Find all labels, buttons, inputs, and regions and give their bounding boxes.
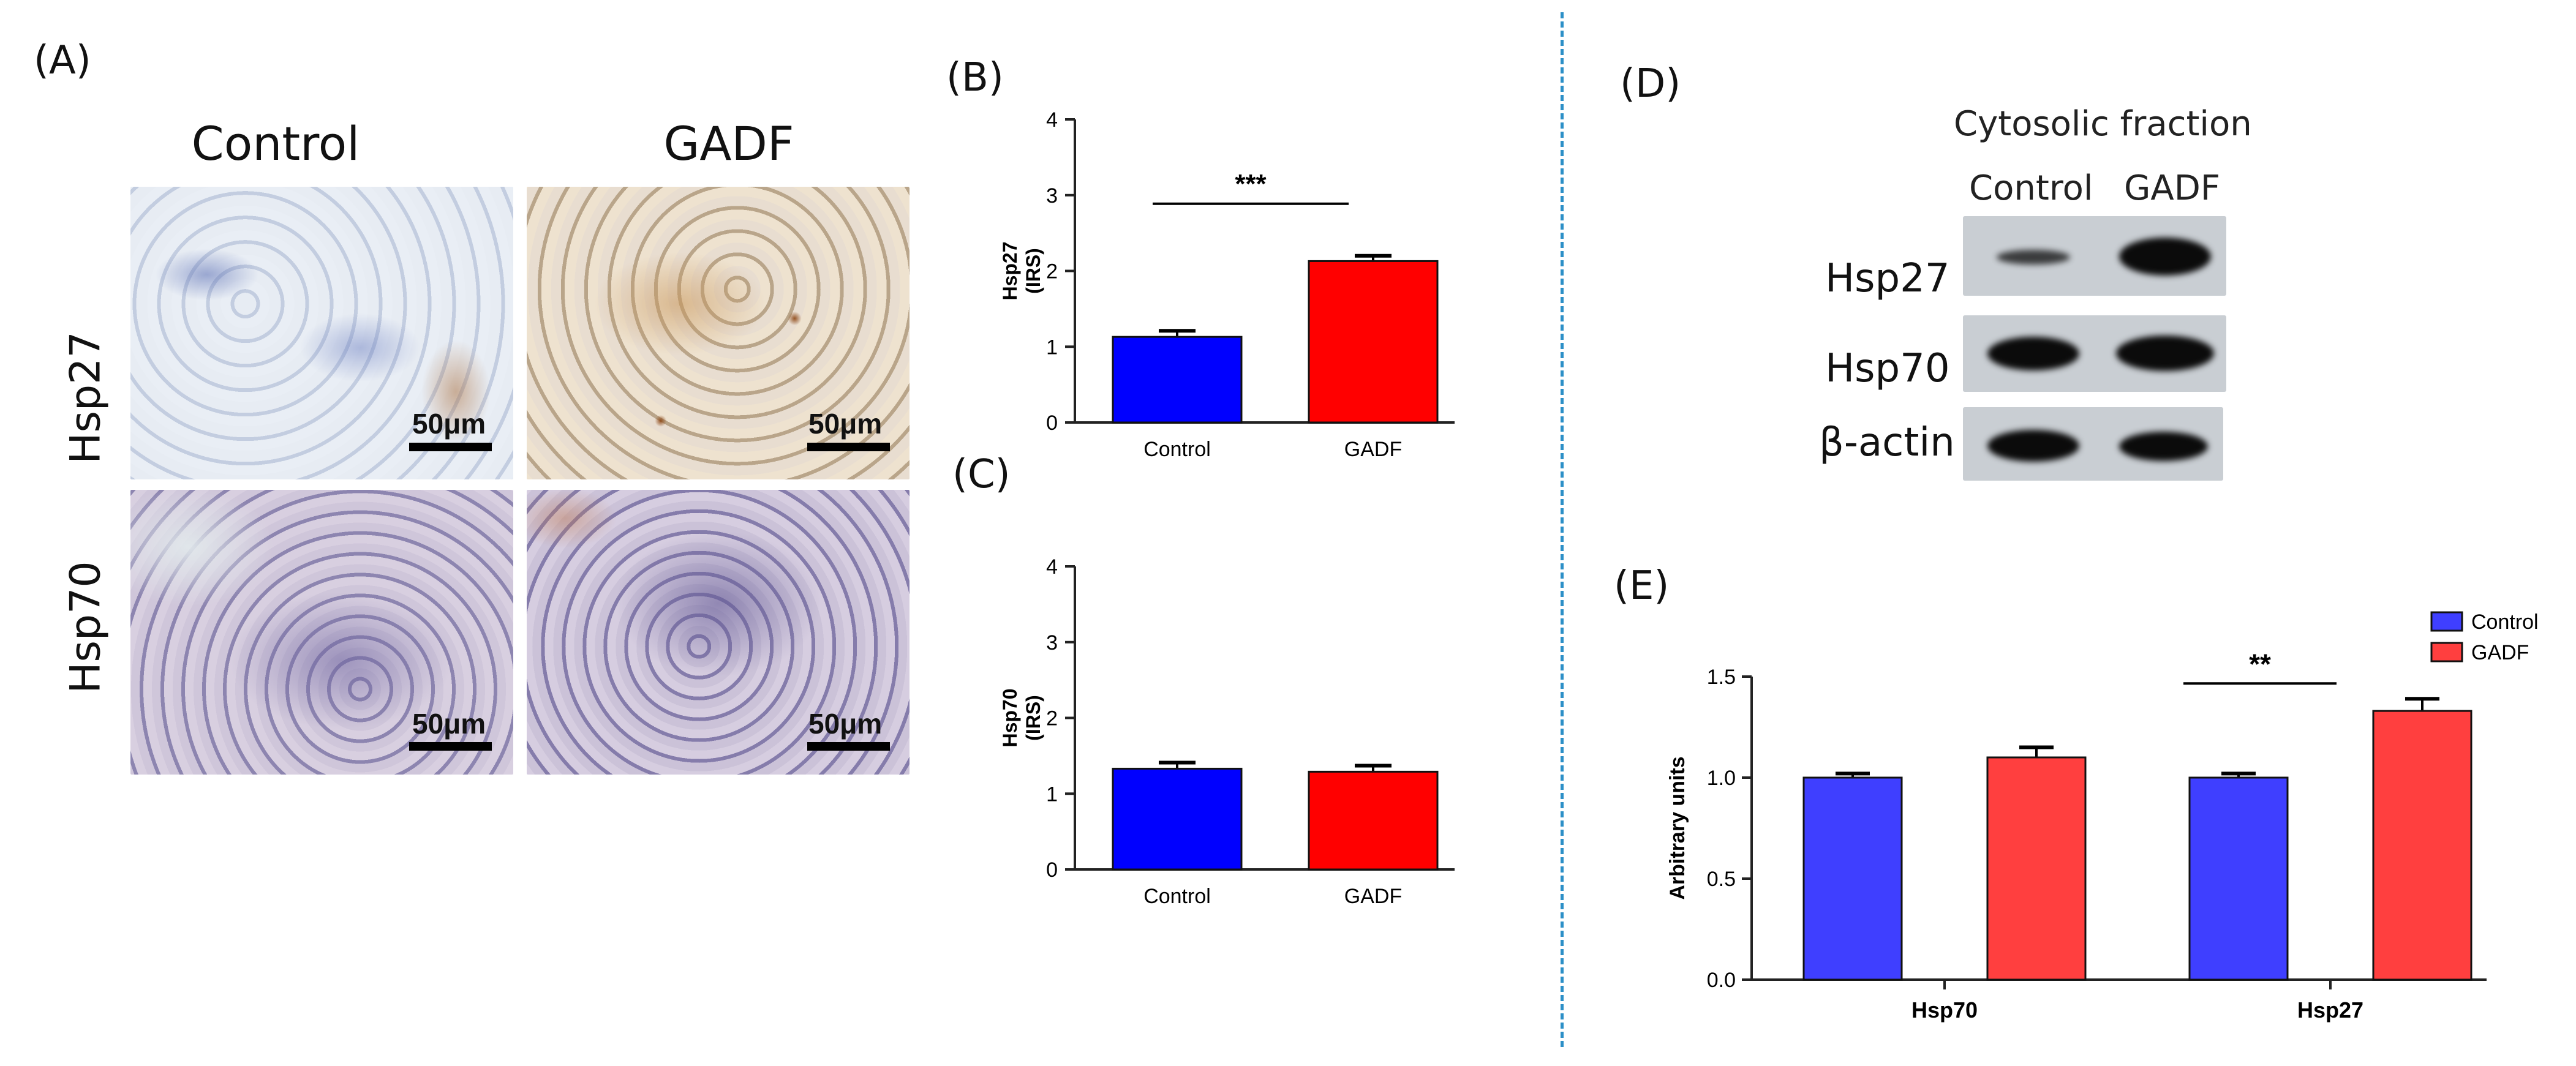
y-tick-label: 2 (1046, 260, 1058, 283)
band-control-hsp27 (1997, 250, 2070, 265)
bar-gadf-hsp70 (1986, 756, 2087, 981)
y-axis-label-line: Hsp27 (999, 241, 1021, 300)
y-tick-label: 0.5 (1707, 868, 1736, 891)
y-axis-label: Hsp27(IRS) (999, 241, 1044, 300)
bar-gadf (1308, 770, 1439, 871)
bar-control (1112, 767, 1243, 871)
blot-strip-hsp27 (1963, 216, 2226, 296)
bar-control-hsp27 (2188, 776, 2289, 981)
y-tick-label: 3 (1046, 184, 1058, 208)
chart-hsp27-irs: 0 1 2 3 4 Hsp27(IRS) Control GADF *** (999, 108, 1455, 461)
bar-control-hsp70 (1802, 776, 1903, 981)
blot-strip-beta-actin (1963, 407, 2223, 481)
x-tick-label: Hsp70 (1911, 997, 1978, 1023)
chart-hsp70-irs: 0 1 2 3 4 Hsp70(IRS) Control GADF (999, 555, 1455, 908)
y-tick-label: 1 (1046, 336, 1058, 359)
y-axis-label: Arbitrary units (1666, 756, 1689, 899)
band-control-beta-actin (1987, 430, 2079, 462)
scale-bar (807, 443, 890, 451)
x-tick-label: Control (1143, 438, 1211, 461)
y-tick-label: 2 (1046, 707, 1058, 730)
y-axis-label-line: (IRS) (1022, 248, 1044, 294)
legend-label-gadf: GADF (2471, 641, 2529, 664)
bar-control (1112, 336, 1243, 424)
x-tick-label: GADF (1344, 885, 1402, 908)
band-gadf-beta-actin (2119, 432, 2208, 461)
legend-swatch-gadf (2430, 642, 2463, 662)
band-gadf-hsp70 (2116, 336, 2214, 371)
western-blot-row-hsp27: Hsp27 (1825, 256, 1950, 301)
panel-divider (1561, 12, 1564, 1047)
micrograph-col-gadf: GADF (663, 116, 794, 171)
bar-gadf-hsp27 (2372, 710, 2472, 981)
blot-strip-hsp70 (1963, 315, 2226, 392)
y-tick-label: 0 (1046, 411, 1058, 435)
scale-label: 50μm (808, 408, 883, 440)
y-axis-label-line: (IRS) (1022, 695, 1044, 741)
y-tick-label: 3 (1046, 631, 1058, 655)
micrograph-gadf-hsp70: 50μm (527, 490, 910, 775)
micrograph-gadf-hsp27: 50μm (527, 187, 910, 479)
panel-label-b: (B) (946, 55, 1004, 100)
panel-label-d: (D) (1620, 61, 1681, 107)
scale-label: 50μm (412, 408, 486, 440)
y-tick-label: 1.0 (1707, 767, 1736, 790)
micrograph-col-control: Control (191, 116, 360, 171)
y-tick-label: 1.5 (1707, 666, 1736, 689)
significance-label: ** (2249, 648, 2271, 680)
panel-label-e: (E) (1614, 563, 1670, 609)
legend-label-control: Control (2471, 610, 2539, 634)
y-axis-label-line: Hsp70 (999, 688, 1021, 747)
western-blot-lane-control: Control (1969, 168, 2093, 208)
panel-label-c: (C) (952, 452, 1011, 497)
scale-label: 50μm (808, 708, 883, 740)
x-tick-label: Hsp27 (2297, 997, 2363, 1023)
panel-label-a: (A) (34, 38, 91, 83)
y-tick-label: 4 (1046, 108, 1058, 132)
y-tick-label: 0.0 (1707, 969, 1736, 992)
band-gadf-hsp27 (2119, 238, 2211, 276)
scale-bar (409, 742, 492, 751)
x-tick-label: GADF (1344, 438, 1402, 461)
chart-arbitrary-units: 0.0 0.5 1.0 1.5 Arbitrary units Hsp70 Hsp27 ** C… (1666, 610, 2539, 1023)
y-tick-label: 4 (1046, 555, 1058, 579)
western-blot-title: Cytosolic fraction (1954, 104, 2252, 144)
y-tick-label: 0 (1046, 858, 1058, 882)
bar-gadf (1308, 260, 1439, 424)
scale-bar (807, 742, 890, 751)
micrograph-row-hsp27: Hsp27 (61, 331, 110, 464)
scale-label: 50μm (412, 708, 486, 740)
western-blot-row-hsp70: Hsp70 (1825, 346, 1950, 391)
significance-label: *** (1235, 169, 1267, 199)
western-blot-row-beta-actin: β-actin (1819, 420, 1955, 465)
western-blot-lane-gadf: GADF (2124, 168, 2221, 208)
y-tick-label: 1 (1046, 783, 1058, 806)
x-tick-label: Control (1143, 885, 1211, 908)
micrograph-control-hsp70: 50μm (130, 490, 513, 775)
legend-swatch-control (2430, 611, 2463, 632)
micrograph-row-hsp70: Hsp70 (61, 561, 110, 694)
micrograph-control-hsp27: 50μm (130, 187, 513, 479)
scale-bar (409, 443, 492, 451)
y-axis-label: Hsp70(IRS) (999, 688, 1044, 747)
band-control-hsp70 (1987, 337, 2079, 370)
